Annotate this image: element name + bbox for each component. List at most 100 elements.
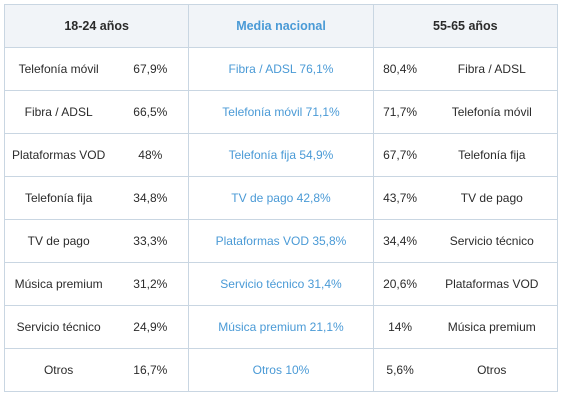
table-row: Otros 16,7% Otros 10% 5,6% Otros: [3, 348, 559, 392]
service-label-55-65: Música premium: [447, 320, 536, 334]
cell-55-65: 67,7% Telefonía fija: [372, 133, 559, 177]
service-label-18-24: Fibra / ADSL: [24, 105, 93, 119]
percent-18-24: 33,3%: [133, 234, 168, 248]
cell-18-24: Música premium 31,2%: [3, 262, 190, 306]
cell-content: Telefonía fija 34,8%: [5, 177, 188, 219]
cell-content: Plataformas VOD 35,8%: [189, 220, 372, 262]
cell-55-65: 20,6% Plataformas VOD: [372, 262, 559, 306]
national-average-entry: Música premium 21,1%: [218, 320, 344, 334]
cell-content: 80,4% Fibra / ADSL: [374, 48, 557, 90]
cell-content: 71,7% Telefonía móvil: [374, 91, 557, 133]
percent-55-65: 80,4%: [383, 62, 418, 76]
cell-55-65: 5,6% Otros: [372, 348, 559, 392]
cell-55-65: 14% Música premium: [372, 305, 559, 349]
cell-55-65: 71,7% Telefonía móvil: [372, 90, 559, 134]
national-average-entry: Otros 10%: [252, 363, 310, 377]
cell-media-nacional: Otros 10%: [188, 348, 374, 392]
percent-55-65: 20,6%: [383, 277, 418, 291]
cell-18-24: Plataformas VOD 48%: [3, 133, 190, 177]
cell-18-24: Telefonía fija 34,8%: [3, 176, 190, 220]
service-label-18-24: Música premium: [14, 277, 103, 291]
cell-media-nacional: Plataformas VOD 35,8%: [188, 219, 374, 263]
service-label-18-24: TV de pago: [27, 234, 90, 248]
cell-content: Telefonía móvil 71,1%: [189, 91, 372, 133]
cell-media-nacional: Servicio técnico 31,4%: [188, 262, 374, 306]
header-55-65: 55-65 años: [372, 4, 559, 48]
cell-18-24: TV de pago 33,3%: [3, 219, 190, 263]
cell-content: Música premium 21,1%: [189, 306, 372, 348]
percent-55-65: 67,7%: [383, 148, 418, 162]
service-label-55-65: Fibra / ADSL: [457, 62, 526, 76]
percent-55-65: 5,6%: [386, 363, 414, 377]
service-label-18-24: Plataformas VOD: [11, 148, 106, 162]
service-label-55-65: TV de pago: [460, 191, 523, 205]
table-row: TV de pago 33,3% Plataformas VOD 35,8% 34,4…: [3, 219, 559, 263]
cell-content: 67,7% Telefonía fija: [374, 134, 557, 176]
cell-55-65: 34,4% Servicio técnico: [372, 219, 559, 263]
cell-55-65: 43,7% TV de pago: [372, 176, 559, 220]
cell-content: 14% Música premium: [374, 306, 557, 348]
cell-media-nacional: Música premium 21,1%: [188, 305, 374, 349]
service-label-18-24: Telefonía fija: [24, 191, 93, 205]
service-label-18-24: Servicio técnico: [16, 320, 101, 334]
percent-55-65: 71,7%: [383, 105, 418, 119]
table-row: Música premium 31,2% Servicio técnico 31,4…: [3, 262, 559, 306]
table-row: Fibra / ADSL 66,5% Telefonía móvil 71,1% 71…: [3, 90, 559, 134]
cell-content: 43,7% TV de pago: [374, 177, 557, 219]
cell-content: Telefonía fija 54,9%: [189, 134, 372, 176]
cell-content: 20,6% Plataformas VOD: [374, 263, 557, 305]
cell-content: Otros 16,7%: [5, 349, 188, 391]
table-body: Telefonía móvil 67,9% Fibra / ADSL 76,1% 80…: [3, 47, 559, 392]
national-average-entry: Plataformas VOD 35,8%: [215, 234, 347, 248]
cell-content: TV de pago 42,8%: [189, 177, 372, 219]
cell-content: Otros 10%: [189, 349, 372, 391]
service-label-55-65: Telefonía móvil: [451, 105, 532, 119]
national-average-entry: Telefonía móvil 71,1%: [222, 105, 340, 119]
cell-content: Telefonía móvil 67,9%: [5, 48, 188, 90]
cell-media-nacional: Telefonía fija 54,9%: [188, 133, 374, 177]
cell-18-24: Fibra / ADSL 66,5%: [3, 90, 190, 134]
cell-18-24: Servicio técnico 24,9%: [3, 305, 190, 349]
table-row: Telefonía fija 34,8% TV de pago 42,8% 43,7%…: [3, 176, 559, 220]
service-label-55-65: Otros: [477, 363, 507, 377]
comparison-table: 18-24 años Media nacional 55-65 años Tel…: [3, 4, 559, 392]
cell-content: 5,6% Otros: [374, 349, 557, 391]
header-18-24: 18-24 años: [3, 4, 190, 48]
percent-55-65: 34,4%: [383, 234, 418, 248]
percent-55-65: 14%: [388, 320, 413, 334]
cell-media-nacional: Fibra / ADSL 76,1%: [188, 47, 374, 91]
table-row: Servicio técnico 24,9% Música premium 21,1…: [3, 305, 559, 349]
service-label-18-24: Telefonía móvil: [18, 62, 99, 76]
cell-content: Fibra / ADSL 76,1%: [189, 48, 372, 90]
cell-media-nacional: TV de pago 42,8%: [188, 176, 374, 220]
percent-18-24: 16,7%: [133, 363, 168, 377]
cell-content: Plataformas VOD 48%: [5, 134, 188, 176]
national-average-entry: Fibra / ADSL 76,1%: [228, 62, 334, 76]
cell-18-24: Otros 16,7%: [3, 348, 190, 392]
national-average-entry: Telefonía fija 54,9%: [228, 148, 334, 162]
service-label-18-24: Otros: [43, 363, 74, 377]
percent-18-24: 48%: [138, 148, 163, 162]
service-label-55-65: Telefonía fija: [458, 148, 526, 162]
cell-content: 34,4% Servicio técnico: [374, 220, 557, 262]
table-row: Plataformas VOD 48% Telefonía fija 54,9% 67…: [3, 133, 559, 177]
service-label-55-65: Plataformas VOD: [445, 277, 539, 291]
header-media-nacional: Media nacional: [188, 4, 374, 48]
header-row: 18-24 años Media nacional 55-65 años: [3, 4, 559, 48]
cell-content: Fibra / ADSL 66,5%: [5, 91, 188, 133]
comparison-table-container: 18-24 años Media nacional 55-65 años Tel…: [3, 4, 559, 395]
cell-media-nacional: Telefonía móvil 71,1%: [188, 90, 374, 134]
percent-18-24: 31,2%: [133, 277, 168, 291]
percent-55-65: 43,7%: [383, 191, 418, 205]
cell-content: Música premium 31,2%: [5, 263, 188, 305]
service-label-55-65: Servicio técnico: [449, 234, 534, 248]
cell-18-24: Telefonía móvil 67,9%: [3, 47, 190, 91]
cell-content: Servicio técnico 31,4%: [189, 263, 372, 305]
table-row: Telefonía móvil 67,9% Fibra / ADSL 76,1% 80…: [3, 47, 559, 91]
cell-55-65: 80,4% Fibra / ADSL: [372, 47, 559, 91]
percent-18-24: 34,8%: [133, 191, 168, 205]
national-average-entry: TV de pago 42,8%: [231, 191, 331, 205]
percent-18-24: 66,5%: [133, 105, 168, 119]
cell-content: Servicio técnico 24,9%: [5, 306, 188, 348]
percent-18-24: 24,9%: [133, 320, 168, 334]
